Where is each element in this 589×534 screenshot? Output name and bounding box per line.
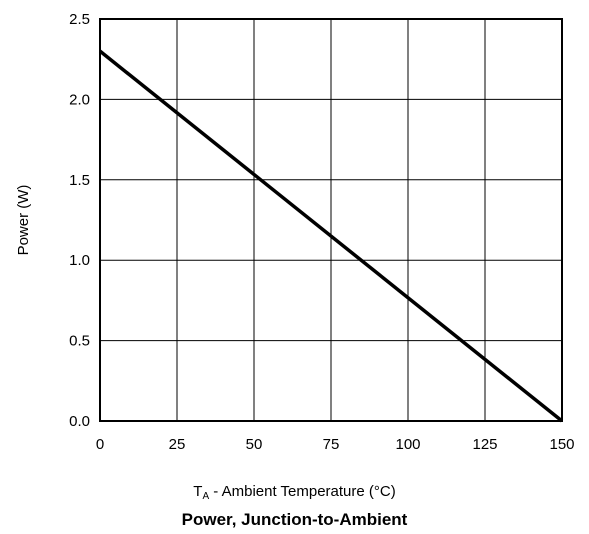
x-tick-label-1: 25 (169, 436, 186, 453)
series-line-0 (98, 49, 564, 423)
y-tick-label-2: 1.0 (69, 252, 90, 269)
y-axis-ticks: 0.0 0.5 1.0 1.5 2.0 2.5 (69, 11, 90, 430)
x-tick-label-0: 0 (96, 436, 104, 453)
series-group (98, 49, 564, 423)
x-axis-ticks: 0 25 50 75 100 125 150 (96, 436, 575, 453)
x-tick-label-5: 125 (472, 436, 497, 453)
y-tick-label-1: 0.5 (69, 333, 90, 350)
grid-lines (99, 18, 563, 422)
y-tick-label-4: 2.0 (69, 91, 90, 108)
x-tick-label-3: 75 (323, 436, 340, 453)
x-axis-label-symbol: T (193, 483, 203, 500)
x-axis-label-text: - Ambient Temperature (°C) (209, 483, 396, 500)
y-tick-label-0: 0.0 (69, 413, 90, 430)
y-axis-label: Power (W) (15, 185, 32, 256)
x-axis-label-subscript: A (202, 491, 210, 502)
y-tick-label-5: 2.5 (69, 11, 90, 28)
x-tick-label-6: 150 (549, 436, 574, 453)
x-axis-label: TA - Ambient Temperature (°C) (0, 483, 589, 502)
plot-frame (99, 18, 563, 422)
chart-title: Power, Junction-to-Ambient (181, 510, 408, 529)
y-tick-label-3: 1.5 (69, 172, 90, 189)
x-tick-label-4: 100 (395, 436, 420, 453)
x-tick-label-2: 50 (246, 436, 263, 453)
